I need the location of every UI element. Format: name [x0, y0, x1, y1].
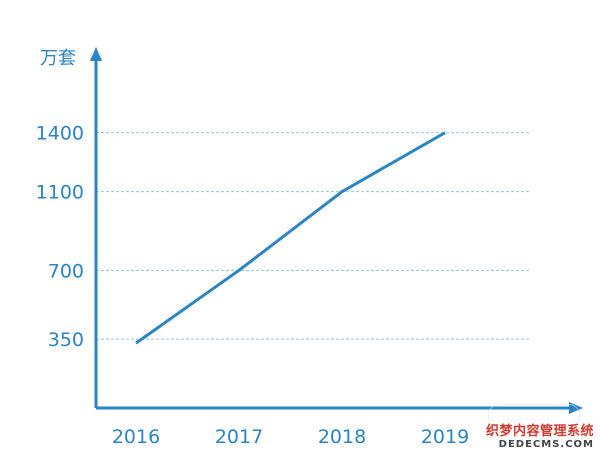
y-tick-label: 1100: [36, 182, 84, 204]
gridlines: [96, 132, 530, 340]
x-tick-label: 2019: [421, 426, 469, 448]
watermark-logo-shape: [488, 404, 580, 428]
x-tick-label: 2018: [318, 426, 366, 448]
series-line: [135, 131, 446, 345]
watermark: 织梦内容管理系统 DEDECMS.COM: [486, 420, 594, 450]
axes: [90, 47, 583, 414]
x-tick-labels: 2016 2017 2018 2019: [112, 426, 469, 448]
y-axis-unit: 万套: [40, 48, 76, 69]
x-tick-label: 2017: [215, 426, 263, 448]
watermark-text: 织梦内容管理系统: [485, 424, 594, 439]
watermark-domain: DEDECMS.COM: [498, 439, 594, 450]
series: [135, 131, 446, 345]
y-tick-label: 1400: [36, 123, 84, 145]
y-tick-label: 700: [48, 260, 84, 282]
x-tick-label: 2016: [112, 426, 160, 448]
y-axis-arrow: [90, 47, 102, 61]
y-tick-labels: 350 700 1100 1400: [36, 123, 84, 352]
y-tick-label: 350: [48, 329, 84, 351]
